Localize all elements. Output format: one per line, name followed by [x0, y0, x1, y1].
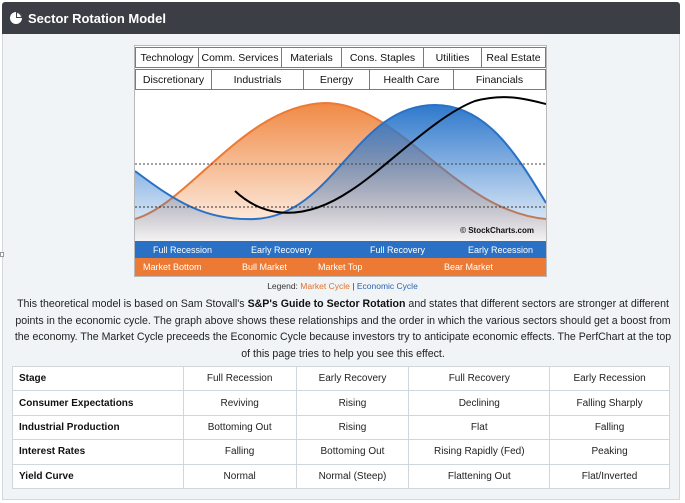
row-label: Consumer Expectations — [12, 390, 184, 416]
sector-industrials: Industrials — [211, 69, 304, 90]
econ-stage-early-recovery: Early Recovery — [251, 245, 313, 255]
table-cell: Normal — [182, 463, 297, 490]
sector-financials: Financials — [453, 69, 546, 90]
sector-performance-line — [234, 96, 546, 214]
book-title: S&P's Guide to Sector Rotation — [247, 298, 406, 310]
cycle-chart — [135, 96, 546, 241]
cycle-stage-table: Stage Full Recession Early Recovery Full Re… — [12, 365, 670, 490]
sector-discretionary: Discretionary — [135, 69, 212, 90]
sector-row-top: Technology Comm. Services Materials Cons… — [135, 47, 546, 68]
mkt-stage-top: Market Top — [318, 262, 363, 272]
table-cell: Falling Sharply — [549, 390, 670, 416]
sector-utilities: Utilities — [423, 47, 482, 68]
table-cell: Normal (Steep) — [295, 463, 410, 490]
table-cell: Rising — [295, 414, 410, 441]
table-cell: Flat/Inverted — [549, 463, 670, 490]
table-cell: Full Recession — [182, 365, 297, 392]
mkt-stage-bear: Bear Market — [444, 262, 494, 272]
mkt-stage-bottom: Market Bottom — [143, 262, 202, 272]
sector-energy: Energy — [303, 69, 370, 90]
econ-stage-early-recession: Early Recession — [468, 245, 534, 255]
table-cell: Rising Rapidly (Fed) — [408, 439, 551, 465]
sector-cons-staples: Cons. Staples — [341, 47, 424, 68]
row-label: Interest Rates — [12, 439, 184, 465]
stockcharts-watermark: © StockCharts.com — [460, 226, 534, 235]
row-label: Stage — [12, 365, 184, 392]
sector-materials: Materials — [281, 47, 342, 68]
panel-header: Sector Rotation Model — [2, 2, 680, 34]
table-cell: Early Recession — [549, 365, 670, 392]
sector-health-care: Health Care — [369, 69, 454, 90]
table-row: Consumer Expectations Reviving Rising Decli… — [12, 390, 670, 416]
table-row: Interest Rates Falling Bottoming Out Rising… — [12, 439, 670, 465]
resize-handle[interactable] — [0, 252, 4, 257]
table-cell: Falling — [182, 439, 297, 465]
table-row: Stage Full Recession Early Recovery Full Re… — [12, 365, 670, 392]
chart-legend: Legend: Market Cycle | Economic Cycle — [267, 281, 418, 291]
legend-economic-cycle: Economic Cycle — [356, 281, 418, 291]
model-description: This theoretical model is based on Sam S… — [14, 298, 672, 360]
sector-rotation-figure: Technology Comm. Services Materials Cons… — [134, 45, 547, 277]
row-label: Yield Curve — [12, 463, 184, 490]
table-cell: Declining — [408, 390, 551, 416]
mkt-stage-bull: Bull Market — [242, 262, 288, 272]
table-cell: Peaking — [549, 439, 670, 465]
table-cell: Flattening Out — [408, 463, 551, 490]
economic-cycle-band: Full Recession Early Recovery Full Recov… — [135, 241, 546, 258]
econ-stage-full-recession: Full Recession — [153, 245, 213, 255]
table-cell: Bottoming Out — [295, 439, 410, 465]
legend-market-cycle: Market Cycle — [300, 281, 350, 291]
market-cycle-band: Market Bottom Bull Market Market Top Bea… — [135, 258, 546, 276]
table-cell: Full Recovery — [408, 365, 551, 392]
sector-comm-services: Comm. Services — [198, 47, 282, 68]
sector-technology: Technology — [135, 47, 199, 68]
sector-real-estate: Real Estate — [481, 47, 546, 68]
econ-stage-full-recovery: Full Recovery — [370, 245, 426, 255]
table-cell: Rising — [295, 390, 410, 416]
table-row: Yield Curve Normal Normal (Steep) Flattenin… — [12, 463, 670, 490]
table-cell: Reviving — [182, 390, 297, 416]
sector-row-bottom: Discretionary Industrials Energy Health … — [135, 69, 546, 90]
table-cell: Falling — [549, 414, 670, 441]
panel-title: Sector Rotation Model — [28, 10, 166, 26]
table-cell: Bottoming Out — [182, 414, 297, 441]
pie-chart-icon — [9, 11, 23, 25]
table-cell: Early Recovery — [295, 365, 410, 392]
row-label: Industrial Production — [12, 414, 184, 441]
table-row: Industrial Production Bottoming Out Rising… — [12, 414, 670, 441]
economic-cycle-line — [135, 103, 546, 221]
table-cell: Flat — [408, 414, 551, 441]
